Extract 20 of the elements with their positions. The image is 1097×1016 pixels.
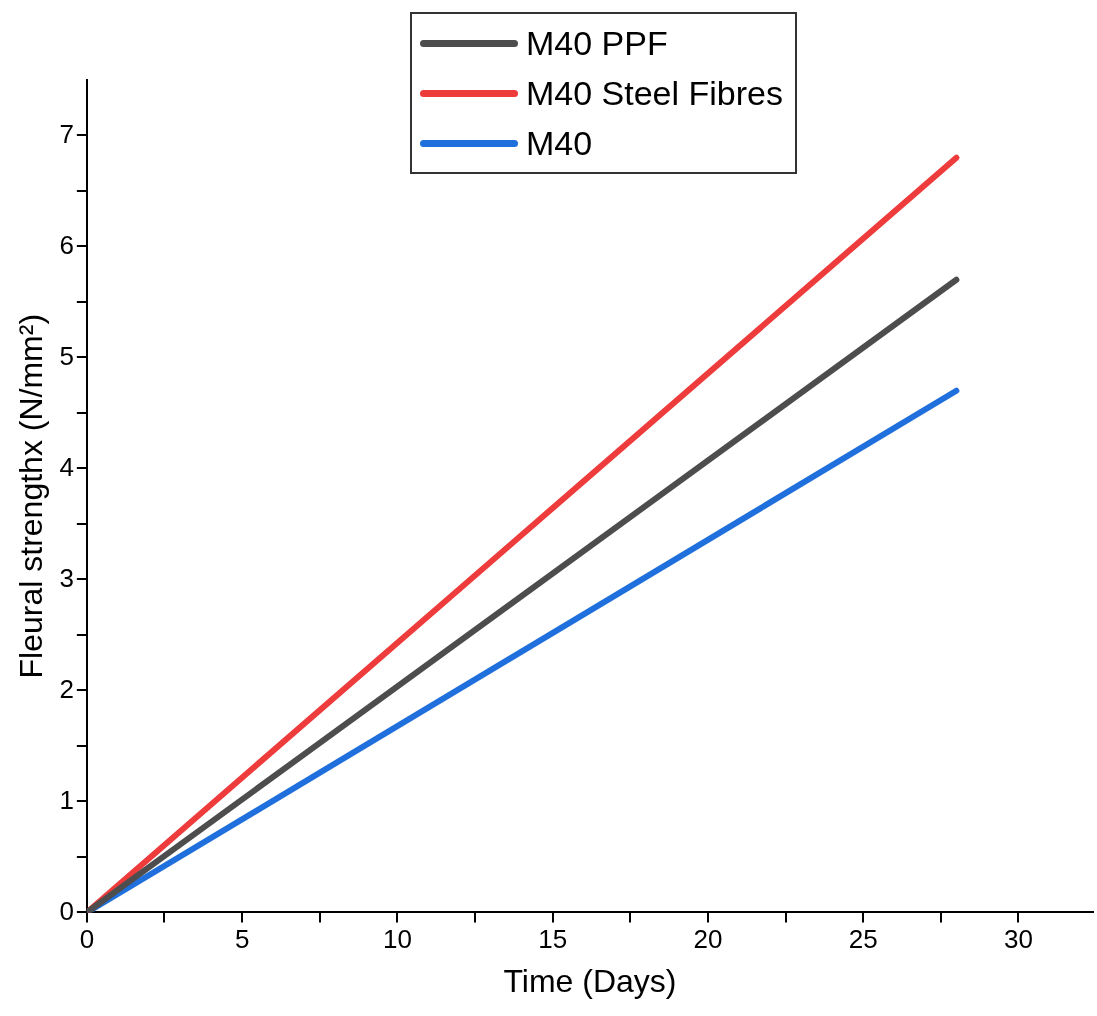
x-tick-label: 0 [79, 924, 95, 955]
x-tick-label: 5 [234, 924, 250, 955]
y-tick-label: 6 [59, 229, 74, 260]
x-tick-label: 15 [538, 924, 568, 955]
y-tick-label: 5 [59, 340, 74, 371]
y-axis-title: Fleural strengthx (N/mm²) [13, 313, 50, 679]
y-tick-label: 7 [59, 118, 74, 149]
y-tick-label: 4 [59, 451, 74, 482]
legend-label: M40 Steel Fibres [526, 73, 783, 113]
y-tick-label: 0 [59, 895, 74, 926]
x-tick-label: 10 [382, 924, 412, 955]
y-tick-label: 2 [59, 673, 74, 704]
x-tick-label: 30 [1004, 924, 1033, 955]
y-tick-label: 1 [59, 784, 74, 815]
legend-label: M40 [526, 123, 593, 163]
x-tick-label: 25 [848, 924, 878, 955]
x-tick-label: 20 [693, 924, 723, 955]
y-tick-label: 3 [59, 562, 74, 593]
x-axis-title: Time (Days) [503, 962, 677, 999]
legend-label: M40 PPF [526, 23, 668, 63]
